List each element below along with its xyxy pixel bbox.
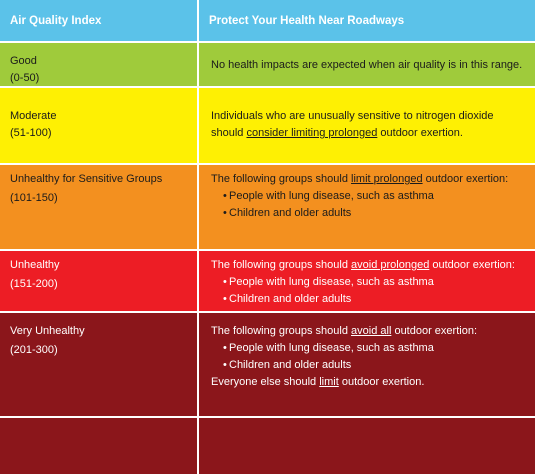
advice-emphasis: limit bbox=[319, 376, 339, 388]
range-label: (0-50) bbox=[10, 72, 40, 84]
row-usg-advice: The following groups should limit prolon… bbox=[199, 165, 535, 251]
advice-list: People with lung disease, such as asthma… bbox=[211, 188, 523, 222]
row-good-advice: No health impacts are expected when air … bbox=[199, 43, 535, 88]
advice-line: Individuals who are unusually sensitive … bbox=[211, 110, 494, 122]
category-label: Unhealthy bbox=[10, 259, 60, 271]
row-usg-category: Unhealthy for Sensitive Groups (101-150) bbox=[0, 165, 199, 251]
row-very-unhealthy-category: Very Unhealthy (201-300) bbox=[0, 313, 199, 418]
advice-list: People with lung disease, such as asthma… bbox=[211, 340, 523, 374]
range-label: (101-150) bbox=[10, 192, 58, 204]
advice-emphasis: avoid all bbox=[351, 325, 392, 337]
category-label: Very Unhealthy bbox=[10, 325, 85, 337]
row-very-unhealthy-filler-right bbox=[199, 418, 535, 474]
range-label: (51-100) bbox=[10, 127, 52, 139]
row-unhealthy-advice: The following groups should avoid prolon… bbox=[199, 251, 535, 322]
list-item: Children and older adults bbox=[211, 205, 523, 222]
row-good-category: Good (0-50) bbox=[0, 43, 199, 88]
advice-line: Everyone else should limit outdoor exert… bbox=[211, 374, 523, 391]
advice-emphasis: avoid prolonged bbox=[351, 259, 430, 271]
row-moderate-category: Moderate (51-100) bbox=[0, 88, 199, 165]
advice-list: People with lung disease, such as asthma… bbox=[211, 274, 523, 308]
row-very-unhealthy-advice: The following groups should avoid all ou… bbox=[199, 313, 535, 418]
category-label: Good bbox=[10, 55, 37, 67]
advice-line: The following groups should avoid prolon… bbox=[211, 257, 523, 274]
category-label: Unhealthy for Sensitive Groups bbox=[10, 173, 163, 185]
header-protect: Protect Your Health Near Roadways bbox=[199, 0, 535, 43]
list-item: Children and older adults bbox=[211, 291, 523, 308]
advice-emphasis: limit prolonged bbox=[351, 173, 423, 185]
advice-line: The following groups should limit prolon… bbox=[211, 171, 523, 188]
header-aqi: Air Quality Index bbox=[0, 0, 199, 43]
advice-text: The following groups should bbox=[211, 173, 352, 185]
advice-text: The following groups should bbox=[211, 325, 352, 337]
header-aqi-label: Air Quality Index bbox=[10, 15, 102, 27]
list-item: People with lung disease, such as asthma bbox=[211, 274, 523, 291]
list-item: Children and older adults bbox=[211, 357, 523, 374]
advice-text: outdoor exertion: bbox=[422, 173, 509, 185]
list-item: People with lung disease, such as asthma bbox=[211, 340, 523, 357]
advice-line: should consider limiting prolonged outdo… bbox=[211, 125, 523, 142]
advice-text: outdoor exertion. bbox=[338, 376, 425, 388]
advice-emphasis: consider limiting prolonged bbox=[246, 127, 378, 139]
range-label: (151-200) bbox=[10, 278, 58, 290]
row-unhealthy-category: Unhealthy (151-200) bbox=[0, 251, 199, 313]
list-item: People with lung disease, such as asthma bbox=[211, 188, 523, 205]
advice-text: The following groups should bbox=[211, 259, 352, 271]
advice-text: outdoor exertion: bbox=[391, 325, 478, 337]
advice-text: should bbox=[211, 127, 247, 139]
range-label: (201-300) bbox=[10, 344, 58, 356]
category-label: Moderate bbox=[10, 110, 57, 122]
row-very-unhealthy-filler-left bbox=[0, 418, 199, 474]
advice-text: outdoor exertion. bbox=[377, 127, 463, 139]
advice-text: No health impacts are expected when air … bbox=[211, 59, 523, 71]
advice-text: Everyone else should bbox=[211, 376, 320, 388]
header-protect-label: Protect Your Health Near Roadways bbox=[209, 15, 405, 27]
advice-line: The following groups should avoid all ou… bbox=[211, 323, 523, 340]
row-moderate-advice: Individuals who are unusually sensitive … bbox=[199, 88, 535, 165]
advice-text: outdoor exertion: bbox=[429, 259, 515, 271]
